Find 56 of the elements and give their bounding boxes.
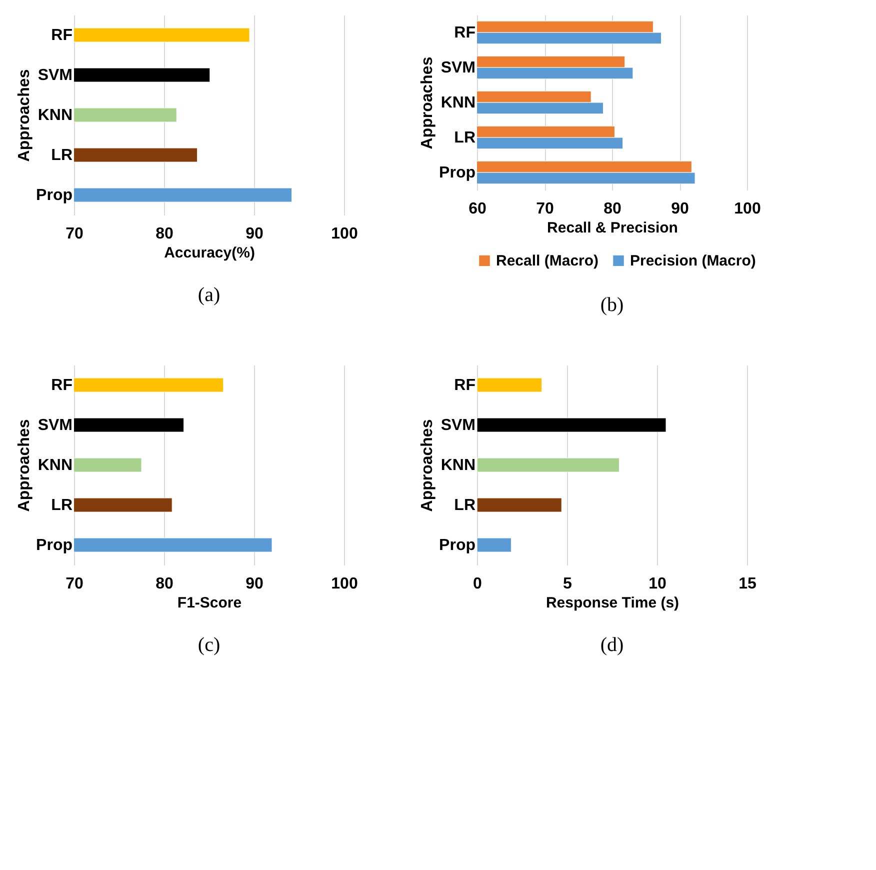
text: (b) (600, 294, 624, 316)
y-tick-label: Prop (36, 537, 73, 554)
x-axis-title: Response Time (s) (546, 594, 680, 612)
y-tick-label: SVM (38, 67, 72, 84)
x-tick-label: 15 (738, 576, 756, 592)
text: (d) (600, 634, 624, 656)
x-tick-label: 70 (66, 576, 84, 592)
y-tick-label: KNN (38, 107, 72, 124)
y-tick-label: LR (51, 497, 73, 514)
y-tick-label: RF (454, 24, 476, 42)
x-axis-title: Recall & Precision (547, 220, 678, 236)
text: (a) (198, 284, 220, 306)
y-tick-label: RF (454, 377, 476, 394)
x-axis-title: F1-Score (177, 594, 242, 612)
x-tick-label: 0 (473, 576, 482, 592)
x-tick-label: 100 (331, 226, 358, 242)
y-tick-label: KNN (38, 457, 72, 474)
y-tick-label: Prop (36, 187, 73, 204)
bar (477, 538, 512, 552)
legend-label: Precision (Macro) (630, 252, 756, 270)
bar (477, 418, 666, 432)
x-tick-label: 100 (734, 200, 761, 218)
legend-label: Recall (Macro) (496, 252, 599, 270)
y-axis-title: Approaches (419, 419, 436, 512)
y-tick-label: SVM (38, 417, 72, 434)
x-tick-label: 10 (648, 576, 666, 592)
y-tick-label: KNN (440, 457, 476, 474)
x-tick-label: 90 (671, 200, 689, 218)
y-tick-label: RF (51, 27, 73, 44)
x-tick-label: 90 (246, 226, 264, 242)
y-axis-title: Approaches (419, 56, 436, 150)
y-tick-label: KNN (440, 94, 476, 112)
x-tick-label: 70 (66, 226, 84, 242)
y-tick-label: LR (454, 497, 476, 514)
y-tick-label: SVM (440, 417, 476, 434)
y-tick-label: Prop (439, 164, 476, 182)
bar (477, 458, 620, 472)
x-tick-label: 80 (156, 576, 174, 592)
y-tick-label: Prop (439, 537, 476, 554)
x-tick-label: 5 (563, 576, 572, 592)
y-tick-label: RF (51, 377, 73, 394)
x-tick-label: 60 (468, 200, 486, 218)
x-tick-label: 70 (536, 200, 554, 218)
x-tick-label: 100 (331, 576, 358, 592)
x-axis-title: Accuracy(%) (164, 244, 255, 262)
y-tick-label: LR (454, 130, 476, 146)
x-tick-label: 90 (246, 576, 264, 592)
x-tick-label: 80 (604, 200, 622, 218)
bar (477, 378, 542, 392)
bar (477, 498, 562, 512)
x-tick-label: 80 (156, 226, 174, 242)
text: (c) (198, 634, 220, 656)
y-axis-title: Approaches (16, 419, 34, 512)
y-tick-label: SVM (440, 60, 476, 76)
y-tick-label: LR (51, 147, 73, 164)
y-axis-title: Approaches (16, 69, 34, 162)
